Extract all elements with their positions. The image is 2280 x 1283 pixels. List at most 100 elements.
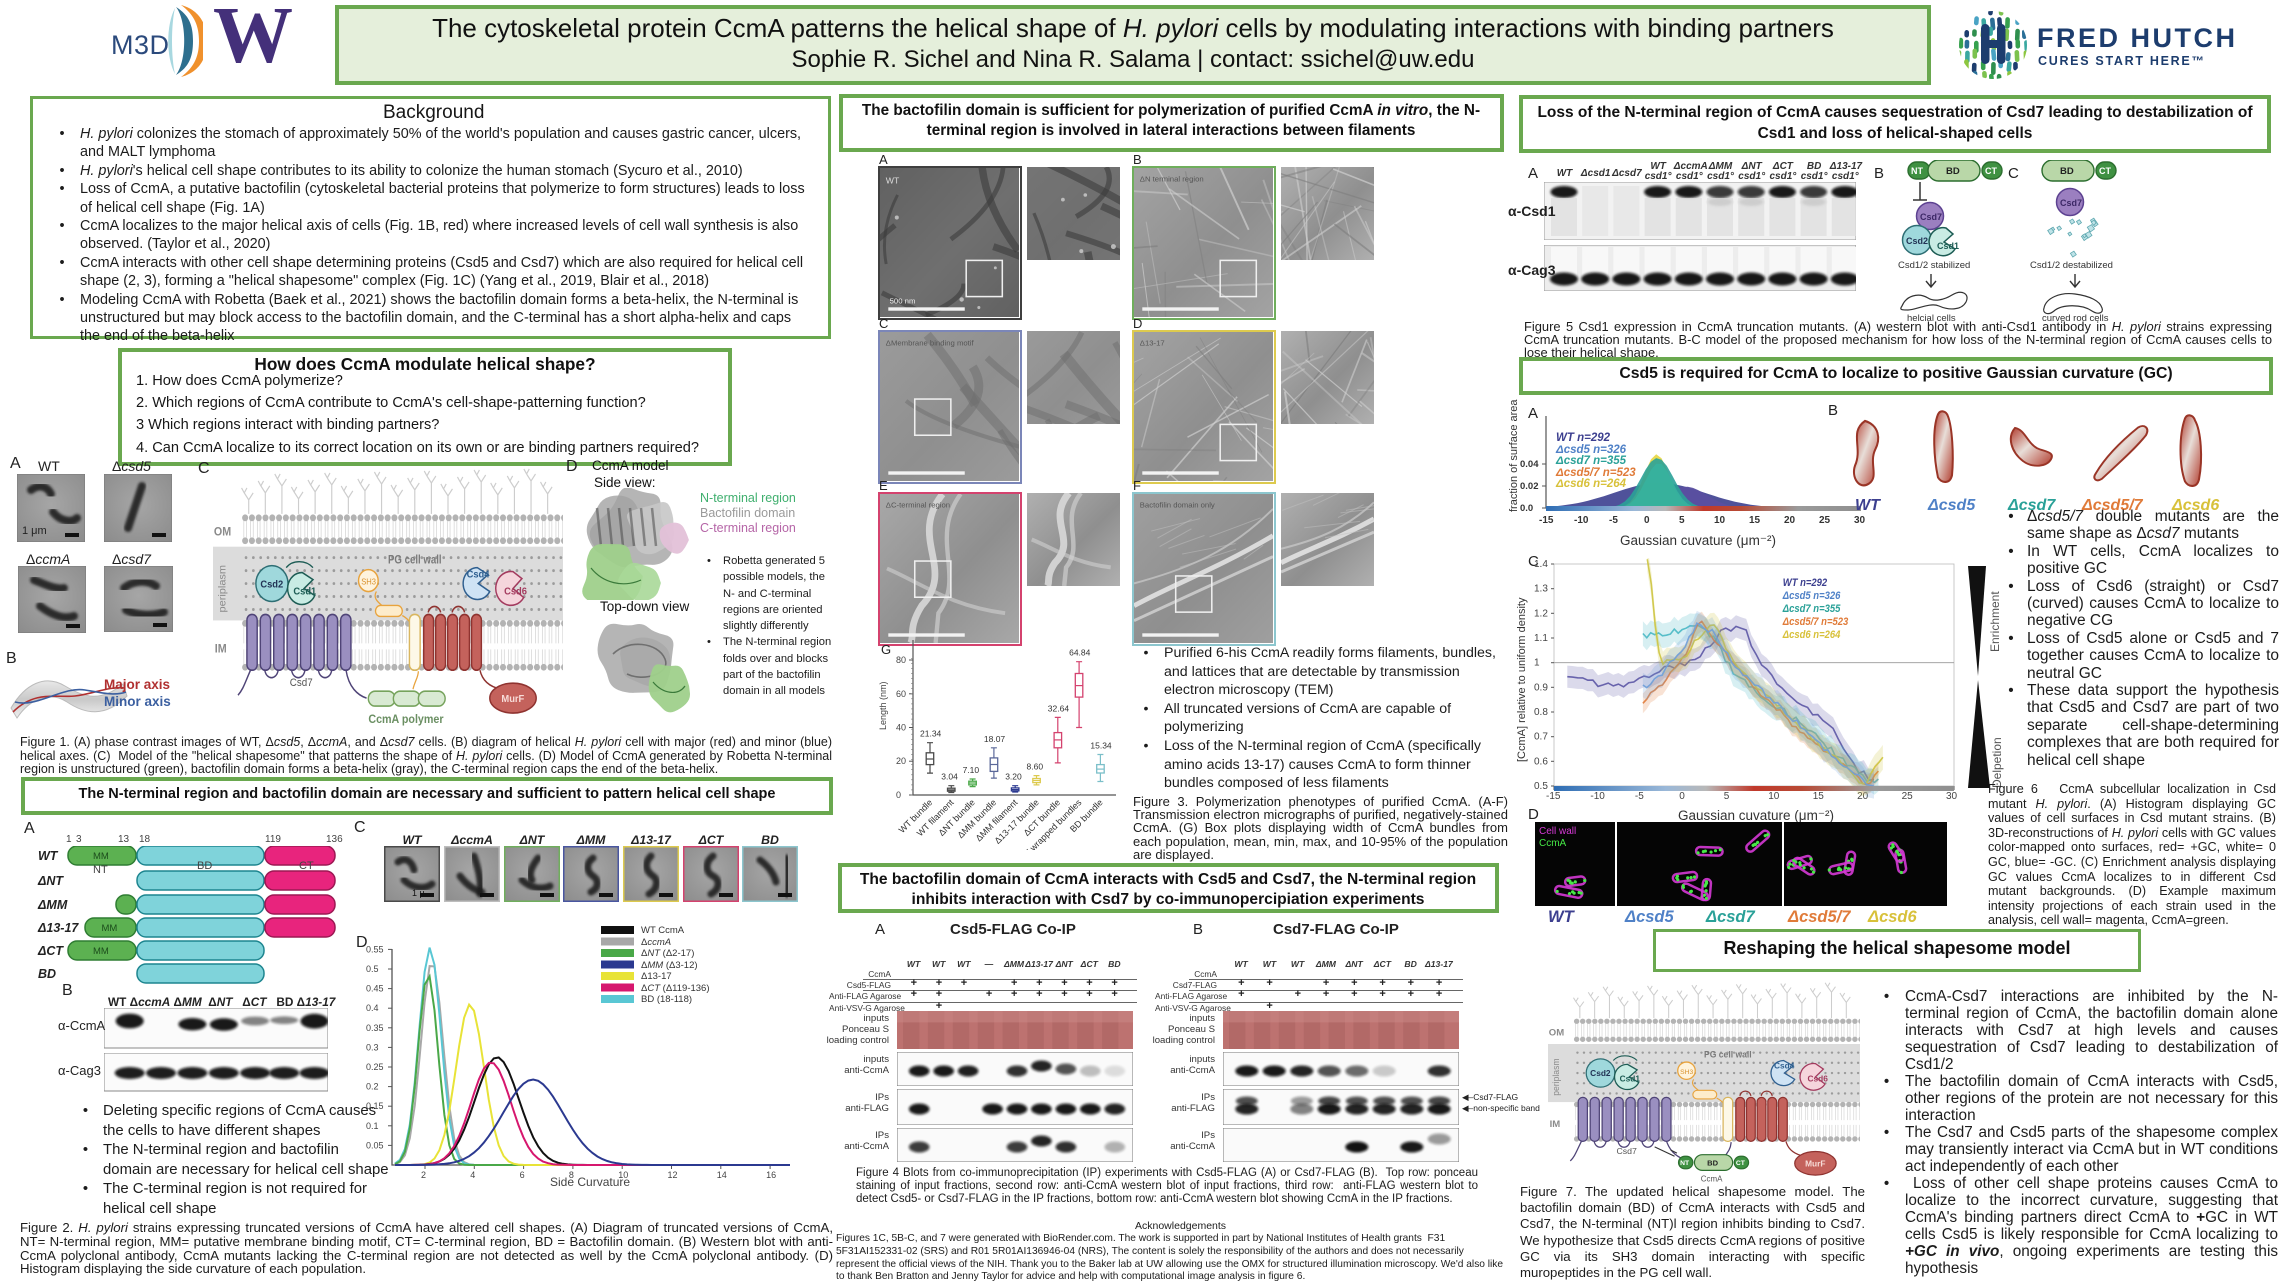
svg-text:0.8: 0.8 [1534,707,1548,718]
svg-text:80: 80 [896,655,906,665]
svg-text:-5: -5 [1609,515,1618,526]
svg-text:ΔC-terminal region: ΔC-terminal region [886,501,950,510]
svg-text:0.2: 0.2 [366,1082,379,1092]
svg-text:14: 14 [717,1170,727,1180]
svg-text:0.04: 0.04 [1520,459,1539,470]
svg-text:0.3: 0.3 [366,1042,379,1052]
svg-text:0.25: 0.25 [366,1062,384,1072]
svg-text:40: 40 [896,723,906,733]
svg-text:CcmA polymer: CcmA polymer [368,714,444,727]
svg-text:Csd4: Csd4 [1774,1060,1795,1070]
svg-text:Δ13-17: Δ13-17 [1140,339,1165,348]
svg-text:10: 10 [1714,515,1726,526]
svg-text:Bactofilin domain only: Bactofilin domain only [1140,501,1215,510]
svg-text:CT: CT [1985,166,1997,176]
svg-text:6: 6 [520,1170,525,1180]
svg-text:20: 20 [1857,791,1869,802]
svg-text:BD: BD [2060,166,2074,177]
svg-text:1: 1 [1534,658,1540,669]
svg-text:1.4: 1.4 [1534,559,1548,570]
svg-text:Csd2: Csd2 [1590,1068,1611,1078]
svg-text:0.45: 0.45 [366,984,384,994]
svg-text:0: 0 [1679,791,1685,802]
svg-text:OM: OM [1549,1027,1564,1038]
svg-text:0: 0 [1644,515,1650,526]
svg-text:15.34: 15.34 [1090,741,1112,751]
svg-text:WT: WT [886,175,900,185]
svg-text:Csd1/2 destabilized: Csd1/2 destabilized [2030,260,2113,271]
svg-text:OM: OM [214,526,231,539]
svg-text:3.20: 3.20 [1005,772,1022,782]
svg-text:1 μ: 1 μ [412,888,425,898]
svg-text:IM: IM [1550,1119,1561,1130]
svg-text:periplasm: periplasm [218,565,228,612]
svg-text:0.35: 0.35 [366,1023,384,1033]
svg-text:Csd6: Csd6 [1807,1074,1828,1084]
svg-text:0.1: 0.1 [366,1121,379,1131]
svg-text:BD: BD [1707,1159,1718,1168]
svg-text:0.15: 0.15 [366,1101,384,1111]
svg-text:0.0: 0.0 [1520,503,1533,514]
svg-text:5: 5 [1679,515,1685,526]
svg-text:NT: NT [1680,1160,1690,1167]
svg-text:500 nm: 500 nm [890,296,916,305]
svg-text:ΔN terminal region: ΔN terminal region [1140,175,1204,184]
svg-text:30: 30 [1854,515,1866,526]
svg-text:Csd2: Csd2 [260,579,283,591]
svg-text:IM: IM [215,643,227,656]
svg-text:CT: CT [2099,166,2111,176]
svg-text:Δcsd5 n=326: Δcsd5 n=326 [1782,590,1841,602]
svg-text:Csd7: Csd7 [290,678,313,690]
svg-text:0.55: 0.55 [366,944,384,954]
svg-text:2: 2 [421,1170,426,1180]
svg-text:0.4: 0.4 [366,1003,379,1013]
svg-text:Csd7: Csd7 [1616,1146,1637,1156]
svg-text:MM: MM [93,851,109,862]
svg-text:60: 60 [896,689,906,699]
svg-text:Csd6: Csd6 [504,586,527,598]
svg-text:8: 8 [569,1170,574,1180]
svg-text:7.10: 7.10 [963,765,980,775]
svg-text:WT n=292: WT n=292 [1783,577,1828,589]
svg-text:MM: MM [93,946,109,957]
svg-text:1.2: 1.2 [1534,608,1548,619]
svg-text:NT: NT [1911,166,1923,176]
svg-text:Csd1: Csd1 [1937,241,1959,251]
svg-text:0.7: 0.7 [1534,732,1548,743]
svg-text:CcmA: CcmA [1701,1174,1723,1183]
svg-text:Δcsd6 n=264: Δcsd6 n=264 [1782,629,1841,641]
svg-text:-5: -5 [1635,791,1644,802]
svg-text:-15: -15 [1546,791,1561,802]
svg-text:0.9: 0.9 [1534,682,1548,693]
svg-text:curved rod cells: curved rod cells [2042,313,2109,324]
svg-text:Csd2: Csd2 [1906,236,1928,246]
svg-text:Δcsd7 n=355: Δcsd7 n=355 [1782,603,1841,615]
svg-text:helcial cells: helcial cells [1907,313,1956,324]
svg-text:CcmA: CcmA [1539,838,1567,849]
svg-text:CT: CT [1736,1160,1746,1167]
svg-text:18.07: 18.07 [984,734,1006,744]
svg-text:5: 5 [1724,791,1730,802]
svg-text:12: 12 [668,1170,678,1180]
svg-text:Csd7: Csd7 [1920,212,1942,222]
svg-text:10: 10 [1768,791,1780,802]
svg-text:30: 30 [1946,791,1958,802]
svg-text:Csd1: Csd1 [1620,1074,1641,1084]
svg-text:MurF: MurF [1805,1159,1825,1169]
svg-text:PG cell wall: PG cell wall [1704,1049,1752,1059]
svg-text:0: 0 [896,790,901,800]
svg-text:0.6: 0.6 [1534,756,1548,767]
svg-text:20: 20 [1784,515,1796,526]
svg-text:10: 10 [618,1170,628,1180]
svg-text:-15: -15 [1539,515,1554,526]
svg-text:MurF: MurF [501,694,524,706]
svg-text:ΔMembrane binding motif: ΔMembrane binding motif [886,339,975,348]
svg-text:Δcsd5/7 n=523: Δcsd5/7 n=523 [1782,616,1849,628]
svg-text:Csd1/2 stabilized: Csd1/2 stabilized [1898,260,1970,271]
svg-text:20: 20 [896,756,906,766]
svg-text:25: 25 [1902,791,1914,802]
svg-text:1.3: 1.3 [1534,584,1548,595]
svg-text:16: 16 [766,1170,776,1180]
svg-text:25: 25 [1819,515,1831,526]
svg-text:Csd7: Csd7 [2060,198,2082,208]
